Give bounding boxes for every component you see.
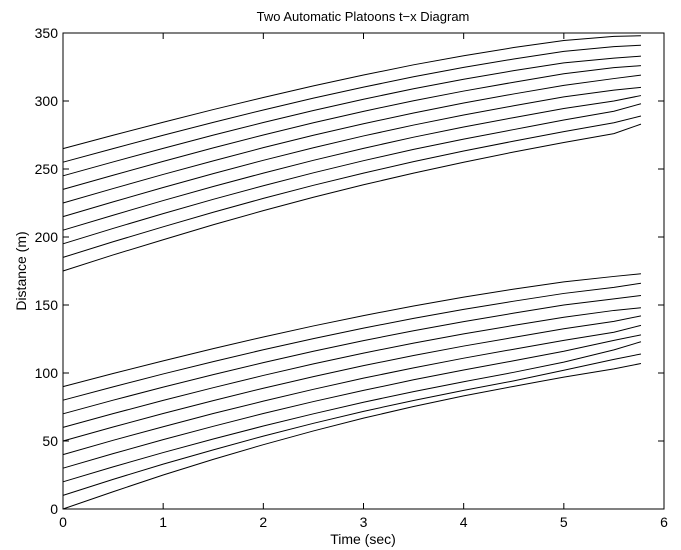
series-line-1 — [62, 362, 642, 510]
series-line-2 — [62, 353, 642, 496]
x-axis-title: Time (sec) — [330, 531, 396, 547]
series-line-14 — [62, 95, 642, 231]
y-axis-title: Distance (m) — [13, 231, 29, 310]
series-line-5 — [62, 324, 642, 456]
x-tick-label: 0 — [59, 514, 67, 530]
y-tick-label: 50 — [42, 433, 58, 449]
series-line-3 — [62, 341, 642, 483]
series-line-19 — [62, 44, 641, 163]
series-line-7 — [62, 307, 642, 428]
x-tick-label: 6 — [660, 514, 668, 530]
x-tick-label: 5 — [560, 514, 568, 530]
y-tick-label: 100 — [35, 365, 59, 381]
chart-title: Two Automatic Platoons t−x Diagram — [257, 9, 470, 24]
y-tick-label: 300 — [35, 93, 59, 109]
series-line-16 — [62, 74, 642, 204]
y-tick-label: 150 — [35, 297, 59, 313]
series-line-9 — [62, 282, 642, 401]
y-axis: 0 50 100 150 200 250 300 350 — [35, 25, 664, 517]
y-tick-label: 350 — [35, 25, 59, 41]
series-line-20 — [62, 35, 641, 150]
series-line-10 — [62, 273, 642, 388]
x-tick-label: 2 — [259, 514, 267, 530]
series-line-17 — [62, 65, 641, 190]
series-line-12 — [62, 115, 642, 258]
series-line-13 — [62, 103, 642, 245]
series-line-8 — [62, 294, 642, 415]
x-tick-label: 1 — [159, 514, 167, 530]
x-axis: 0 1 2 3 4 5 6 — [59, 33, 668, 530]
y-tick-label: 0 — [50, 501, 58, 517]
series-line-18 — [62, 55, 641, 177]
y-tick-label: 200 — [35, 229, 59, 245]
series-line-11 — [62, 123, 642, 272]
series-line-6 — [62, 315, 642, 442]
series-line-4 — [62, 334, 642, 469]
axes-frame — [62, 32, 665, 510]
x-tick-label: 3 — [360, 514, 368, 530]
plot-area — [62, 35, 642, 510]
y-tick-label: 250 — [35, 161, 59, 177]
series-line-15 — [62, 86, 642, 218]
x-tick-label: 4 — [460, 514, 468, 530]
